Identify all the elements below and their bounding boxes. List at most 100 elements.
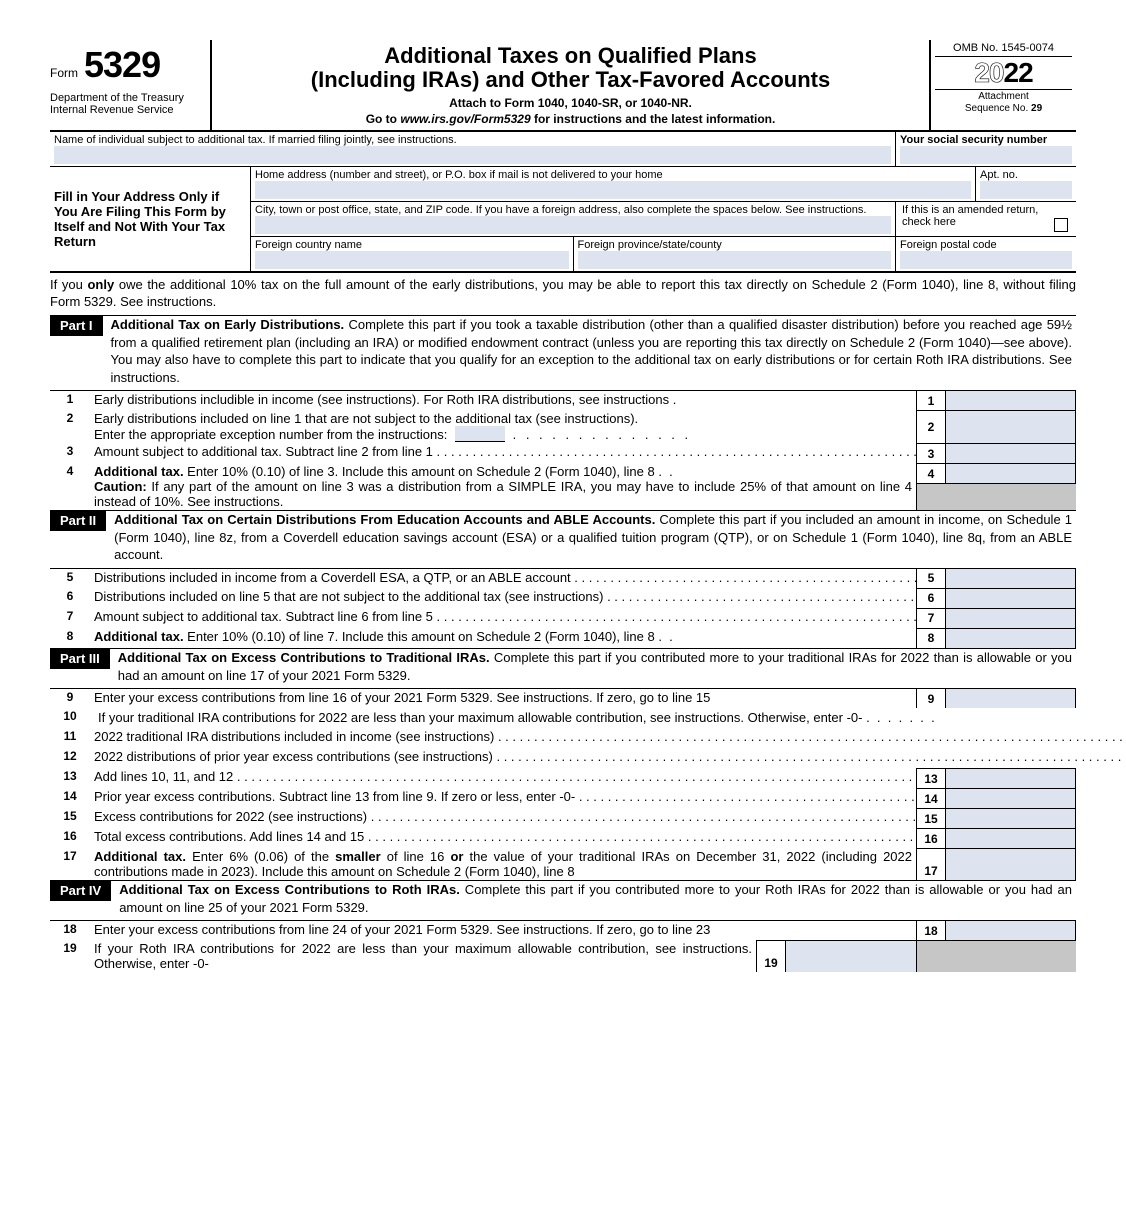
address-block: Fill in Your Address Only if You Are Fil… bbox=[50, 167, 1076, 273]
apt-input[interactable] bbox=[980, 181, 1072, 199]
line-9-amount[interactable] bbox=[946, 689, 1076, 708]
line-19-amount[interactable] bbox=[786, 940, 916, 972]
title-2: (Including IRAs) and Other Tax-Favored A… bbox=[311, 67, 831, 92]
line-19-text: If your Roth IRA contributions for 2022 … bbox=[90, 940, 756, 972]
address-fields: Home address (number and street), or P.O… bbox=[250, 167, 1076, 271]
line-18: 18 Enter your excess contributions from … bbox=[50, 920, 1076, 940]
line-5-text: Distributions included in income from a … bbox=[94, 570, 916, 587]
lines-10-12-block: 10 If your traditional IRA contributions… bbox=[50, 708, 1076, 768]
line-17-text: Additional tax. Enter 6% (0.06) of the s… bbox=[90, 848, 916, 880]
city-label: City, town or post office, state, and ZI… bbox=[251, 202, 896, 236]
part-1-header: Part I Additional Tax on Early Distribut… bbox=[50, 315, 1076, 390]
ssn-input[interactable] bbox=[900, 146, 1072, 164]
line-2: 2 Early distributions included on line 1… bbox=[50, 410, 1076, 443]
line-11: 11 2022 traditional IRA distributions in… bbox=[50, 728, 1126, 748]
line-3-amount[interactable] bbox=[946, 443, 1076, 463]
line-19-grey bbox=[916, 940, 1076, 972]
line-12-text: 2022 distributions of prior year excess … bbox=[94, 749, 1126, 767]
line-19: 19 If your Roth IRA contributions for 20… bbox=[50, 940, 916, 972]
line-7-text: Amount subject to additional tax. Subtra… bbox=[94, 609, 916, 627]
line-15-amount[interactable] bbox=[946, 808, 1076, 828]
foreign-postal-label: Foreign postal code bbox=[896, 237, 1076, 271]
line-2-text: Early distributions included on line 1 t… bbox=[90, 410, 916, 443]
foreign-country-input[interactable] bbox=[255, 251, 569, 269]
name-label: Name of individual subject to additional… bbox=[50, 132, 896, 166]
line-18-text: Enter your excess contributions from lin… bbox=[90, 921, 916, 940]
attach-note: Attach to Form 1040, 1040-SR, or 1040-NR… bbox=[222, 96, 919, 110]
line-13-amount[interactable] bbox=[946, 768, 1076, 788]
part-4-label: Part IV bbox=[50, 881, 111, 901]
line-17-amount[interactable] bbox=[946, 848, 1076, 880]
line-14-amount[interactable] bbox=[946, 788, 1076, 808]
home-address-input[interactable] bbox=[255, 181, 971, 199]
line-8: 8 Additional tax. Enter 10% (0.10) of li… bbox=[50, 628, 1076, 648]
line-3-text: Amount subject to additional tax. Subtra… bbox=[94, 444, 916, 462]
line-18-amount[interactable] bbox=[946, 921, 1076, 940]
foreign-province-label: Foreign province/state/county bbox=[574, 237, 897, 271]
header-right: OMB No. 1545-0074 2022 Attachment Sequen… bbox=[931, 40, 1076, 130]
line-11-text: 2022 traditional IRA distributions inclu… bbox=[94, 729, 1126, 747]
line-10-text: If your traditional IRA contributions fo… bbox=[94, 709, 1126, 727]
foreign-postal-input[interactable] bbox=[900, 251, 1072, 269]
line-5-amount[interactable] bbox=[946, 569, 1076, 588]
line-5: 5 Distributions included in income from … bbox=[50, 568, 1076, 588]
line-14: 14 Prior year excess contributions. Subt… bbox=[50, 788, 1076, 808]
form-5329: Form 5329 Department of the Treasury Int… bbox=[50, 40, 1076, 972]
line-3: 3 Amount subject to additional tax. Subt… bbox=[50, 443, 1076, 463]
part-2-header: Part II Additional Tax on Certain Distri… bbox=[50, 510, 1076, 568]
line-12: 12 2022 distributions of prior year exce… bbox=[50, 748, 1126, 768]
line-7-amount[interactable] bbox=[946, 608, 1076, 628]
exception-number-input[interactable] bbox=[455, 426, 505, 442]
form-word: Form bbox=[50, 66, 78, 80]
line-6: 6 Distributions included on line 5 that … bbox=[50, 588, 1076, 608]
tax-year: 2022 bbox=[935, 57, 1072, 89]
address-instruction: Fill in Your Address Only if You Are Fil… bbox=[50, 167, 250, 271]
home-address-label: Home address (number and street), or P.O… bbox=[251, 167, 976, 201]
part-2-text: Additional Tax on Certain Distributions … bbox=[106, 511, 1076, 568]
omb-number: OMB No. 1545-0074 bbox=[935, 42, 1072, 57]
line-19-block: 19 If your Roth IRA contributions for 20… bbox=[50, 940, 1076, 972]
line-10: 10 If your traditional IRA contributions… bbox=[50, 708, 1126, 728]
intro-paragraph: If you only owe the additional 10% tax o… bbox=[50, 273, 1076, 315]
line-4-amount[interactable] bbox=[946, 464, 1076, 483]
line-15-text: Excess contributions for 2022 (see instr… bbox=[94, 809, 916, 827]
form-number: 5329 bbox=[84, 44, 160, 86]
part-2-label: Part II bbox=[50, 511, 106, 531]
line-6-text: Distributions included on line 5 that ar… bbox=[94, 589, 916, 607]
line-16-text: Total excess contributions. Add lines 14… bbox=[94, 829, 916, 847]
dept-1: Department of the Treasury bbox=[50, 92, 210, 104]
line-14-text: Prior year excess contributions. Subtrac… bbox=[94, 789, 916, 807]
foreign-country-label: Foreign country name bbox=[251, 237, 574, 271]
name-ssn-row: Name of individual subject to additional… bbox=[50, 132, 1076, 167]
part-3-header: Part III Additional Tax on Excess Contri… bbox=[50, 648, 1076, 688]
part-4-text: Additional Tax on Excess Contributions t… bbox=[111, 881, 1076, 920]
header-left: Form 5329 Department of the Treasury Int… bbox=[50, 40, 210, 130]
title-1: Additional Taxes on Qualified Plans bbox=[384, 43, 756, 68]
line-8-text: Additional tax. Enter 10% (0.10) of line… bbox=[90, 628, 916, 648]
line-4-grey bbox=[916, 483, 1076, 510]
line-9-text: Enter your excess contributions from lin… bbox=[90, 689, 916, 708]
line-8-amount[interactable] bbox=[946, 628, 1076, 648]
line-6-amount[interactable] bbox=[946, 588, 1076, 608]
line-16: 16 Total excess contributions. Add lines… bbox=[50, 828, 1076, 848]
ssn-label: Your social security number bbox=[896, 132, 1076, 166]
part-3-text: Additional Tax on Excess Contributions t… bbox=[110, 649, 1076, 688]
part-3-label: Part III bbox=[50, 649, 110, 669]
attachment-seq: Attachment Sequence No. 29 bbox=[935, 89, 1072, 115]
line-4-text: Additional tax. Enter 10% (0.10) of line… bbox=[90, 463, 916, 510]
part-1-text: Additional Tax on Early Distributions. C… bbox=[103, 316, 1076, 390]
line-17: 17 Additional tax. Enter 6% (0.06) of th… bbox=[50, 848, 1076, 880]
apt-label: Apt. no. bbox=[976, 167, 1076, 201]
foreign-province-input[interactable] bbox=[578, 251, 892, 269]
line-2-amount[interactable] bbox=[946, 410, 1076, 443]
city-input[interactable] bbox=[255, 216, 891, 234]
line-13: 13 Add lines 10, 11, and 12 13 bbox=[50, 768, 1076, 788]
amended-checkbox[interactable] bbox=[1054, 218, 1068, 232]
goto-url: www.irs.gov/Form5329 bbox=[400, 112, 530, 126]
name-input[interactable] bbox=[54, 146, 891, 164]
line-13-text: Add lines 10, 11, and 12 bbox=[94, 769, 916, 787]
line-1-amount[interactable] bbox=[946, 391, 1076, 410]
line-7: 7 Amount subject to additional tax. Subt… bbox=[50, 608, 1076, 628]
line-1: 1 Early distributions includible in inco… bbox=[50, 390, 1076, 410]
line-16-amount[interactable] bbox=[946, 828, 1076, 848]
